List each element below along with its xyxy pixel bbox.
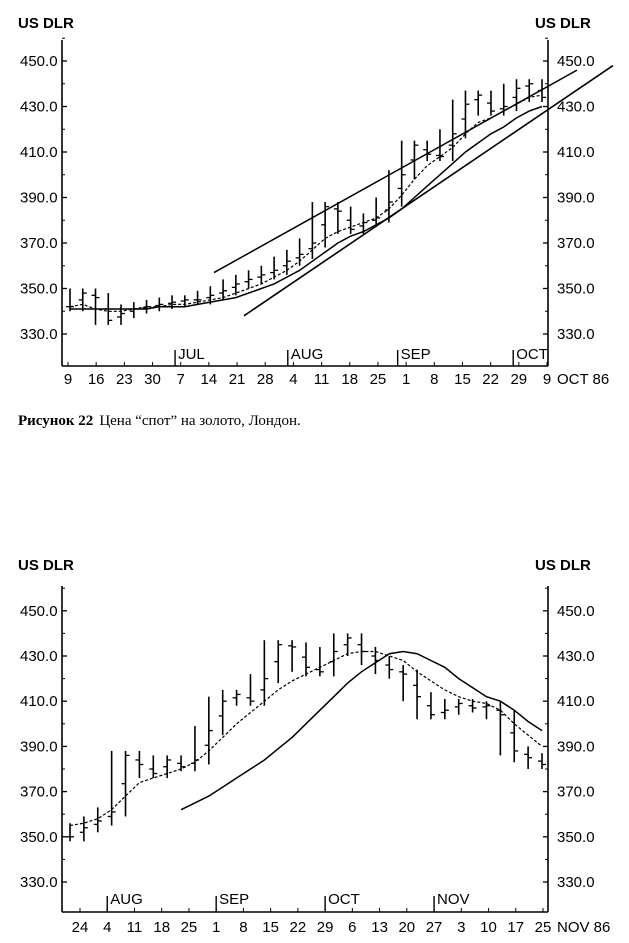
- y-tick-label-left: 410.0: [20, 144, 58, 161]
- month-label: NOV: [437, 891, 470, 908]
- x-tick-label: 29: [317, 919, 334, 936]
- x-tick-label: 22: [482, 371, 499, 388]
- x-tick-label: 25: [535, 919, 552, 936]
- trend-channel-upper: [213, 69, 578, 274]
- y-tick-label-right: 390.0: [557, 738, 595, 755]
- month-label: AUG: [291, 346, 324, 363]
- x-tick-label: 9: [543, 371, 551, 388]
- x-tick-label: 8: [239, 919, 247, 936]
- x-tick-label: 11: [127, 919, 143, 936]
- x-tick-label: 29: [510, 371, 527, 388]
- x-tick-label: 20: [398, 919, 415, 936]
- x-tick-label: 8: [430, 371, 438, 388]
- x-tick-label: 1: [212, 919, 220, 936]
- y-tick-label-left: 410.0: [20, 693, 58, 710]
- y-unit-left: US DLR: [18, 557, 74, 574]
- y-tick-label-right: 350.0: [557, 281, 595, 298]
- y-tick-label-right: 450.0: [557, 53, 595, 70]
- x-tick-label: 24: [72, 919, 89, 936]
- x-tick-label: 4: [103, 919, 111, 936]
- y-tick-label-left: 350.0: [20, 281, 58, 298]
- y-tick-label-left: 370.0: [20, 784, 58, 801]
- y-tick-label-right: 450.0: [557, 603, 595, 620]
- x-tick-label: 10: [480, 919, 497, 936]
- x-tick-label: 27: [426, 919, 443, 936]
- moving-average-line: [69, 650, 543, 827]
- chart-top: US DLR US DLR 450.0 450.0 430.0 430.0 410.0 410…: [18, 15, 614, 388]
- x-tick-label: 22: [290, 919, 307, 936]
- x-tick-label: 28: [257, 371, 274, 388]
- moving-average-line: [180, 650, 543, 811]
- y-tick-label-right: 370.0: [557, 784, 595, 801]
- y-tick-label-left: 370.0: [20, 235, 58, 252]
- figure-caption-label: Рисунок 22: [18, 413, 94, 429]
- x-tick-label: 11: [314, 371, 330, 388]
- x-tick-label: 15: [262, 919, 279, 936]
- y-tick-label-left: 330.0: [20, 874, 58, 891]
- x-tick-label: 18: [153, 919, 170, 936]
- moving-average-line: [69, 94, 543, 312]
- x-tick-label: 14: [201, 371, 218, 388]
- y-tick-label-left: 430.0: [20, 648, 58, 665]
- x-tick-label: 25: [181, 919, 198, 936]
- y-tick-label-left: 430.0: [20, 99, 58, 116]
- y-tick-label-right: 350.0: [557, 829, 595, 846]
- y-unit-left: US DLR: [18, 15, 74, 32]
- y-unit-right: US DLR: [535, 557, 591, 574]
- y-tick-label-right: 390.0: [557, 190, 595, 207]
- x-tick-label: 3: [457, 919, 465, 936]
- x-tick-label: 15: [454, 371, 471, 388]
- y-tick-label-left: 450.0: [20, 603, 58, 620]
- y-tick-label-right: 410.0: [557, 144, 595, 161]
- month-label: OCT: [328, 891, 360, 908]
- y-tick-label-right: 330.0: [557, 326, 595, 343]
- y-tick-label-right: 410.0: [557, 693, 595, 710]
- y-tick-label-left: 390.0: [20, 190, 58, 207]
- x-tick-label: 25: [370, 371, 387, 388]
- month-label: SEP: [219, 891, 249, 908]
- x-tick-label: 23: [116, 371, 133, 388]
- y-tick-label-right: 370.0: [557, 235, 595, 252]
- x-tick-label: 18: [341, 371, 358, 388]
- x-tick-label: 4: [289, 371, 297, 388]
- month-label: OCT: [516, 346, 548, 363]
- figure-caption: Рисунок 22 Цена “спот” на золото, Лондон.: [18, 413, 301, 430]
- x-tick-label: 17: [507, 919, 524, 936]
- x-tick-label: 30: [144, 371, 161, 388]
- x-end-label: NOV 86: [557, 919, 610, 936]
- x-end-label: OCT 86: [557, 371, 609, 388]
- month-label: JUL: [178, 346, 205, 363]
- figure-caption-text: Цена “спот” на золото, Лондон.: [99, 413, 301, 429]
- month-label: AUG: [110, 891, 143, 908]
- trend-channel-lower: [243, 64, 614, 317]
- y-tick-label-right: 430.0: [557, 99, 595, 116]
- y-tick-label-left: 330.0: [20, 326, 58, 343]
- x-tick-label: 21: [229, 371, 246, 388]
- y-tick-label-left: 390.0: [20, 738, 58, 755]
- month-label: SEP: [401, 346, 431, 363]
- y-tick-label-left: 350.0: [20, 829, 58, 846]
- moving-average-line: [70, 105, 543, 310]
- x-tick-label: 7: [177, 371, 185, 388]
- x-tick-label: 1: [402, 371, 410, 388]
- x-tick-label: 9: [64, 371, 72, 388]
- x-tick-label: 13: [371, 919, 388, 936]
- y-tick-label-right: 330.0: [557, 874, 595, 891]
- y-tick-label-left: 450.0: [20, 53, 58, 70]
- y-tick-label-right: 430.0: [557, 648, 595, 665]
- x-tick-label: 6: [348, 919, 356, 936]
- x-tick-label: 16: [88, 371, 105, 388]
- y-unit-right: US DLR: [535, 15, 591, 32]
